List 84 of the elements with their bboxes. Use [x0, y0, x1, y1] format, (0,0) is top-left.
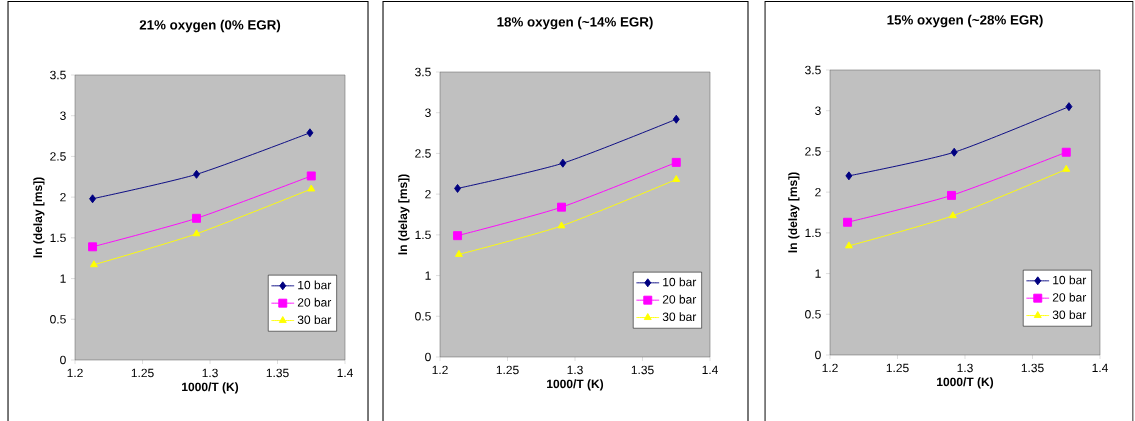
point: [1062, 164, 1071, 172]
y-tick-label: 2.5: [805, 147, 821, 156]
legend-label: 10 bar: [298, 280, 332, 290]
y-axis-title: ln (delay [ms]): [398, 174, 410, 255]
point: [306, 128, 314, 138]
point: [559, 158, 567, 168]
y-axis-title: ln (delay [ms]): [33, 177, 45, 258]
x-tick-label: 1.2: [67, 368, 83, 378]
x-tick-label: 1.4: [1092, 363, 1108, 372]
point: [557, 221, 566, 229]
point: [672, 175, 681, 182]
y-tick-label: 0.5: [805, 310, 821, 319]
y-tick-label: 2: [60, 192, 66, 202]
point: [947, 190, 956, 200]
x-axis-title: 1000/T (K): [547, 379, 604, 391]
point: [453, 231, 463, 241]
y-tick-label: 3: [425, 108, 431, 117]
y-tick-label: 2.5: [50, 152, 66, 161]
point: [454, 183, 462, 193]
x-tick-label: 1.25: [496, 365, 519, 375]
y-tick-label: 0: [60, 355, 66, 365]
y-tick-label: 3.5: [415, 67, 431, 77]
x-tick-label: 1.35: [266, 368, 289, 378]
x-tick-label: 1.2: [822, 363, 838, 373]
y-tick-label: 3.5: [50, 70, 66, 80]
x-axis-title: 1000/T (K): [937, 377, 994, 389]
y-tick-label: 1: [815, 269, 821, 278]
x-tick-label: 1.25: [131, 368, 154, 378]
y-tick-label: 1: [60, 274, 66, 283]
x-tick-label: 1.4: [337, 368, 353, 377]
y-tick-label: 3: [815, 106, 821, 115]
y-tick-label: 1.5: [805, 228, 821, 238]
x-tick-label: 1.3: [567, 365, 583, 375]
point: [192, 229, 201, 237]
point: [1065, 102, 1073, 112]
chart-title: 15% oxygen (~28% EGR): [887, 14, 1043, 28]
point: [557, 202, 566, 212]
legend-label: 20 bar: [1052, 292, 1087, 302]
point: [306, 171, 316, 181]
x-tick-label: 1.3: [202, 368, 218, 378]
y-tick-label: 0.5: [415, 312, 431, 321]
y-tick-label: 3.5: [805, 65, 821, 75]
chart-title: 21% oxygen (0% EGR): [139, 19, 281, 33]
x-axis-title: 1000/T (K): [182, 382, 239, 394]
legend-label: 30 bar: [662, 312, 697, 322]
y-tick-label: 1: [425, 271, 431, 280]
x-tick-label: 1.35: [1021, 363, 1044, 373]
y-tick-label: 1.5: [50, 233, 66, 243]
x-tick-label: 1.2: [432, 365, 448, 375]
point: [1061, 147, 1071, 157]
point: [193, 169, 200, 179]
point: [845, 171, 853, 181]
y-tick-label: 2: [815, 187, 821, 197]
y-tick-label: 0: [425, 352, 431, 362]
point: [192, 213, 201, 223]
legend-label: 10 bar: [663, 277, 697, 287]
point: [844, 241, 853, 249]
point: [89, 260, 98, 268]
point: [307, 184, 316, 192]
point: [672, 114, 680, 124]
point: [671, 157, 681, 167]
chart-title: 18% oxygen (~14% EGR): [497, 16, 653, 30]
point: [89, 194, 97, 204]
y-axis-title: ln (delay [ms]): [788, 172, 800, 253]
y-tick-label: 1.5: [415, 230, 431, 240]
legend-label: 20 bar: [297, 297, 332, 307]
point: [454, 249, 463, 257]
x-tick-label: 1.4: [702, 365, 718, 374]
legend-label: 10 bar: [1053, 275, 1087, 285]
y-tick-label: 2: [425, 189, 431, 199]
y-tick-label: 0.5: [50, 315, 66, 324]
x-tick-label: 1.25: [886, 363, 909, 373]
point: [950, 147, 958, 157]
x-tick-label: 1.35: [631, 365, 654, 375]
y-tick-label: 2.5: [415, 149, 431, 158]
legend-label: 20 bar: [662, 294, 697, 304]
y-tick-label: 0: [815, 350, 821, 360]
x-tick-label: 1.3: [957, 363, 973, 373]
point: [88, 242, 98, 252]
legend-label: 30 bar: [1052, 310, 1087, 320]
legend-label: 30 bar: [297, 315, 332, 325]
point: [843, 217, 853, 227]
y-tick-label: 3: [60, 111, 66, 120]
point: [948, 211, 957, 219]
